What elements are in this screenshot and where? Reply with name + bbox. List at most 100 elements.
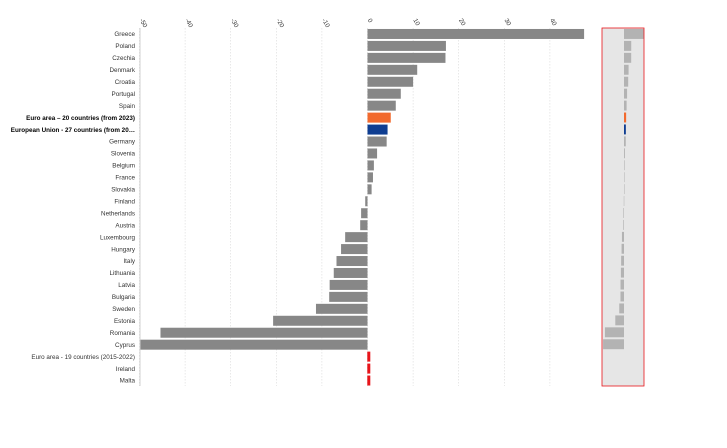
category-label: Austria <box>115 222 135 229</box>
bar[interactable] <box>367 88 401 99</box>
bar[interactable] <box>367 136 387 147</box>
x-tick-label: 20 <box>457 18 467 28</box>
bar[interactable] <box>315 303 368 314</box>
navigator-bar <box>624 76 629 87</box>
category-label: Euro area – 20 countries (from 2023) <box>26 115 135 122</box>
bar[interactable] <box>367 112 391 123</box>
x-tick-label: 10 <box>411 18 421 28</box>
navigator-bar <box>624 100 627 111</box>
bar[interactable] <box>367 184 372 195</box>
bar[interactable] <box>367 40 446 51</box>
bar[interactable] <box>367 100 396 111</box>
bar-missing-marker <box>367 351 371 362</box>
bar[interactable] <box>336 256 368 267</box>
bar[interactable] <box>333 267 368 278</box>
category-label: European Union - 27 countries (from 20… <box>11 127 135 134</box>
navigator-bar <box>615 315 624 326</box>
bar[interactable] <box>329 291 368 302</box>
navigator-bar <box>624 40 632 51</box>
navigator-bar <box>621 243 624 254</box>
category-label: Portugal <box>112 91 135 98</box>
navigator-bar <box>619 303 624 314</box>
navigator-bar <box>620 267 624 278</box>
navigator-bar <box>621 231 624 242</box>
category-label: Croatia <box>115 79 136 86</box>
category-label: Greece <box>114 31 135 38</box>
bar[interactable] <box>341 244 368 255</box>
bar[interactable] <box>367 76 414 87</box>
category-label: Romania <box>110 330 136 337</box>
category-label: Denmark <box>109 67 135 74</box>
category-label: Poland <box>115 43 135 50</box>
navigator-bar <box>624 88 628 99</box>
bar[interactable] <box>367 52 446 63</box>
category-label: Belgium <box>112 163 135 170</box>
bar-missing-marker <box>367 375 371 386</box>
bar[interactable] <box>367 148 378 159</box>
navigator-bar <box>603 339 624 350</box>
x-tick-label: -10 <box>320 18 331 30</box>
bars <box>140 28 585 386</box>
category-label: Slovenia <box>111 151 136 158</box>
navigator-bar <box>623 208 624 218</box>
navigator-bar <box>623 196 625 206</box>
category-label: Latvia <box>118 282 135 289</box>
category-label: Italy <box>123 258 135 265</box>
navigator-bar <box>620 291 624 302</box>
bar[interactable] <box>367 160 374 171</box>
category-label: Euro area - 19 countries (2015-2022) <box>31 354 135 361</box>
x-tick-label: -40 <box>183 18 194 30</box>
gridlines <box>139 28 551 386</box>
bar[interactable] <box>140 339 368 350</box>
x-tick-label: 30 <box>503 18 513 28</box>
navigator-bar <box>623 219 624 230</box>
category-label: Cyprus <box>115 342 135 349</box>
navigator-viewport[interactable] <box>601 27 645 387</box>
category-label: Spain <box>119 103 136 110</box>
navigator-bar <box>624 160 625 171</box>
x-tick-label: -30 <box>229 18 240 30</box>
navigator-bar <box>624 172 625 183</box>
category-label: Czechia <box>112 55 135 62</box>
category-label: Finland <box>114 198 135 205</box>
bar[interactable] <box>273 315 368 326</box>
bar[interactable] <box>345 232 368 243</box>
navigator-bar <box>624 148 625 159</box>
bar[interactable] <box>361 208 368 219</box>
bar[interactable] <box>329 279 368 290</box>
x-tick-label: 40 <box>548 18 558 28</box>
category-label: Lithuania <box>109 270 135 277</box>
category-labels: Greece Poland Czechia Denmark Croatia Portuga… <box>11 31 136 385</box>
navigator-bar <box>624 64 629 75</box>
category-label: Estonia <box>114 318 136 325</box>
category-label: Luxembourg <box>100 234 136 241</box>
category-label: Germany <box>109 139 136 146</box>
bar[interactable] <box>367 124 388 135</box>
navigator-bar <box>624 112 627 123</box>
navigator-bar <box>604 327 624 338</box>
navigator-background[interactable] <box>602 28 644 386</box>
navigator-bar <box>624 124 626 135</box>
category-label: Sweden <box>112 306 135 313</box>
navigator-bar <box>624 52 632 63</box>
x-axis-ticks: -50 -40 -30 -20 -10 0 10 20 30 40 <box>138 18 558 30</box>
bar[interactable] <box>367 172 373 183</box>
category-label: Slovakia <box>111 187 135 194</box>
navigator-bar <box>624 136 626 147</box>
bar[interactable] <box>360 220 368 231</box>
navigator-bar <box>624 184 625 195</box>
navigator-bar <box>621 255 624 266</box>
x-tick-label: -20 <box>275 18 286 30</box>
category-label: Netherlands <box>101 210 135 217</box>
bar[interactable] <box>367 28 585 39</box>
category-label: Malta <box>120 378 136 385</box>
bar[interactable] <box>160 327 368 338</box>
category-label: Bulgaria <box>112 294 136 301</box>
bar[interactable] <box>367 64 418 75</box>
navigator-panel[interactable] <box>601 27 645 387</box>
navigator-bar <box>624 29 644 39</box>
category-label: Hungary <box>111 246 136 253</box>
navigator-bar <box>620 279 624 290</box>
bar[interactable] <box>365 196 368 207</box>
